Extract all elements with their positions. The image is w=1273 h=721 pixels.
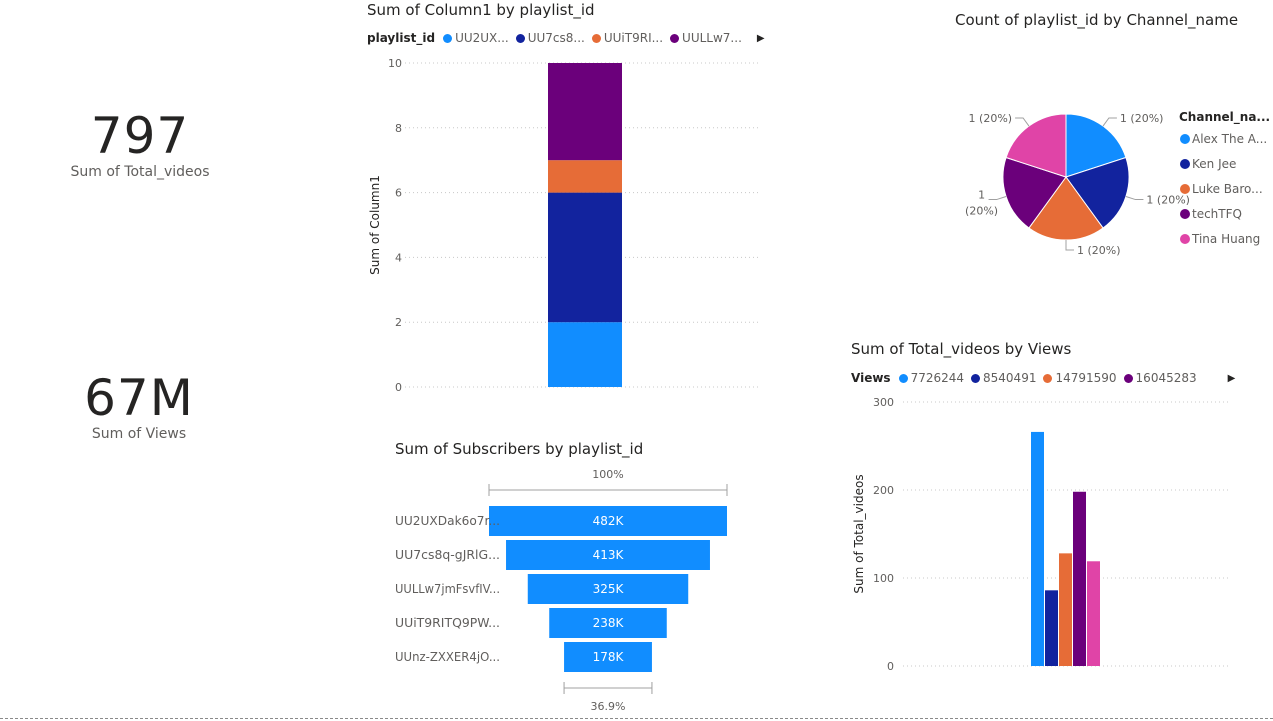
- legend-item[interactable]: 7726244: [898, 371, 964, 385]
- pie-chart[interactable]: 1 (20%) 1 (20%) 1 (20%) 1 (20%) 1 (20%) Channe…: [940, 90, 1270, 265]
- legend-dot[interactable]: [1180, 209, 1190, 219]
- legend-dot[interactable]: [1180, 234, 1190, 244]
- legend-item[interactable]: 16045283: [1123, 371, 1197, 385]
- pie-leader-line: [1015, 117, 1030, 127]
- chart-title: Sum of Column1 by playlist_id: [367, 1, 595, 19]
- legend-item-label[interactable]: Tina Huang: [1191, 232, 1260, 246]
- chart-legend: playlist_id UU2UX... UU7cs8... UUiT9RI..…: [367, 31, 765, 45]
- legend-title: Views: [851, 371, 891, 385]
- bar-segment[interactable]: [548, 63, 622, 161]
- y-axis-label: Sum of Total_videos: [852, 474, 866, 593]
- kpi-label: Sum of Views: [91, 426, 187, 442]
- chart-title: Sum of Total_videos by Views: [851, 340, 1072, 358]
- legend-item[interactable]: UU7cs8...: [515, 31, 585, 45]
- legend-item[interactable]: 8540491: [971, 371, 1036, 385]
- funnel-bar[interactable]: [549, 608, 667, 638]
- funnel-category-label: UUiT9RITQ9PW...: [395, 616, 500, 630]
- y-tick-label: 4: [395, 251, 402, 264]
- kpi-value: 797: [90, 107, 190, 165]
- funnel-value-label: 238K: [593, 616, 625, 630]
- y-tick-label: 200: [873, 484, 894, 497]
- pie-leader-line: [988, 195, 1007, 201]
- kpi-label: Sum of Total_videos: [70, 164, 210, 180]
- y-tick-label: 10: [388, 57, 402, 70]
- funnel-category-label: UU2UXDak6o7r...: [395, 514, 500, 528]
- legend-item-label[interactable]: Ken Jee: [1192, 157, 1236, 171]
- legend-next-arrow-icon[interactable]: ▶: [1227, 372, 1236, 384]
- legend-item[interactable]: UULLw7...: [670, 31, 742, 45]
- pie-leader-line: [1065, 240, 1074, 251]
- chart-legend: Views 7726244 8540491 14791590 16045283 …: [851, 371, 1235, 385]
- column-bar[interactable]: [1087, 561, 1100, 666]
- kpi-card-total-videos[interactable]: 797 Sum of Total_videos: [40, 108, 240, 180]
- pie-slice[interactable]: [1002, 156, 1067, 229]
- chart-title: Count of playlist_id by Channel_name: [955, 11, 1239, 29]
- funnel-category-label: UUnz-ZXXER4jO...: [395, 650, 500, 664]
- funnel-top-percent: 100%: [592, 468, 623, 481]
- pie-slice[interactable]: [1028, 176, 1104, 241]
- pie-data-label: (20%): [965, 205, 998, 218]
- funnel-category-label: UU7cs8q-gJRlG...: [395, 548, 500, 562]
- funnel-bar[interactable]: [506, 540, 710, 570]
- bar-segment[interactable]: [548, 192, 622, 323]
- y-axis-label: Sum of Column1: [368, 175, 382, 275]
- pie-leader-line: [1102, 117, 1117, 127]
- funnel-bar[interactable]: [564, 642, 652, 672]
- legend-item[interactable]: UU2UX...: [443, 31, 509, 45]
- clustered-column-chart[interactable]: 0 100 200 300 Sum of Total_videos: [845, 390, 1245, 690]
- pie-data-label: 1 (20%): [969, 112, 1013, 125]
- funnel-value-label: 178K: [593, 650, 625, 664]
- y-tick-label: 100: [873, 572, 894, 585]
- legend-dot[interactable]: [1180, 159, 1190, 169]
- bar-segment[interactable]: [548, 322, 622, 387]
- legend-item[interactable]: 14791590: [1043, 371, 1117, 385]
- column-bar[interactable]: [1045, 590, 1058, 666]
- funnel-value-label: 482K: [593, 514, 625, 528]
- funnel-value-label: 413K: [593, 548, 625, 562]
- funnel-value-label: 325K: [593, 582, 625, 596]
- chart-title: Sum of Subscribers by playlist_id: [395, 440, 644, 458]
- y-tick-label: 6: [395, 187, 402, 200]
- y-tick-label: 300: [873, 396, 894, 409]
- funnel-bar[interactable]: [489, 506, 727, 536]
- legend-next-arrow-icon[interactable]: ▶: [756, 32, 765, 44]
- pie-data-label: 1: [978, 189, 985, 202]
- y-tick-label: 0: [887, 660, 894, 673]
- legend-dot[interactable]: [1180, 184, 1190, 194]
- legend-dot[interactable]: [1180, 134, 1190, 144]
- legend-item-label[interactable]: Luke Baro...: [1192, 182, 1263, 196]
- bar-segment[interactable]: [548, 160, 622, 193]
- legend-title: Channel_na...: [1179, 110, 1270, 125]
- legend-item[interactable]: UUiT9RI...: [591, 31, 663, 45]
- column-bar[interactable]: [1073, 491, 1086, 666]
- y-tick-label: 2: [395, 316, 402, 329]
- kpi-value: 67M: [84, 369, 194, 427]
- stacked-column-chart[interactable]: 0 2 4 6 8 10 Sum of Column1: [360, 50, 770, 400]
- column-bar[interactable]: [1059, 553, 1072, 666]
- kpi-card-views[interactable]: 67M Sum of Views: [39, 370, 239, 442]
- y-tick-label: 0: [395, 381, 402, 394]
- legend-title: playlist_id: [367, 31, 436, 45]
- funnel-bar[interactable]: [527, 574, 689, 604]
- pie-data-label: 1 (20%): [1146, 194, 1190, 207]
- pie-data-label: 1 (20%): [1077, 244, 1121, 257]
- page-bottom-divider: [0, 718, 1273, 719]
- y-tick-label: 8: [395, 122, 402, 135]
- column-bar[interactable]: [1031, 431, 1044, 666]
- pie-leader-line: [1125, 195, 1144, 201]
- legend-item-label[interactable]: techTFQ: [1192, 207, 1242, 221]
- pie-data-label: 1 (20%): [1120, 112, 1164, 125]
- funnel-bottom-percent: 36.9%: [591, 700, 626, 713]
- funnel-category-label: UULLw7jmFsvfIV...: [395, 582, 500, 596]
- legend-item-label[interactable]: Alex The A...: [1192, 132, 1267, 146]
- funnel-chart[interactable]: 100% 482K UU2UXDak6o7r... 413K UU7cs8q-gJRlG…: [380, 460, 760, 718]
